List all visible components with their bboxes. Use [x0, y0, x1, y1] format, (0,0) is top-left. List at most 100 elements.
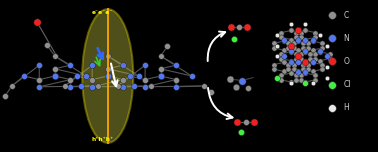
Point [67, 64, 73, 66]
Point [115, 85, 121, 87]
Point [236, 26, 242, 29]
Point [302, 60, 308, 63]
Point [329, 37, 335, 40]
Point [293, 74, 299, 76]
Point [312, 36, 318, 38]
Point [298, 53, 304, 55]
Point [173, 86, 179, 88]
Point [281, 40, 287, 42]
Point [288, 38, 294, 41]
Text: Cl: Cl [343, 80, 351, 89]
Point [329, 60, 335, 63]
Point [319, 47, 325, 49]
Point [324, 44, 330, 47]
Point [36, 78, 42, 81]
Point [164, 45, 170, 47]
Point [142, 86, 148, 88]
Point [285, 42, 291, 45]
Text: H: H [343, 103, 349, 112]
Point [319, 63, 325, 66]
Point [327, 57, 333, 60]
Point [300, 47, 306, 49]
Point [302, 38, 308, 41]
Point [305, 47, 311, 49]
Point [89, 78, 95, 81]
Point [288, 23, 294, 26]
Point [329, 106, 335, 109]
Point [105, 55, 111, 57]
Point [136, 75, 142, 77]
Point [36, 64, 42, 66]
Point [245, 87, 251, 89]
Point [281, 39, 287, 41]
Point [288, 29, 294, 32]
Point [158, 67, 164, 70]
Point [281, 55, 287, 57]
Point [274, 44, 280, 47]
Point [251, 121, 257, 124]
Point [238, 131, 244, 133]
Point [233, 85, 239, 88]
Point [95, 85, 101, 87]
Point [295, 60, 301, 63]
Text: h⁺h⁺h⁺: h⁺h⁺h⁺ [92, 137, 114, 142]
Point [208, 91, 214, 93]
Point [142, 78, 148, 81]
Point [300, 42, 306, 45]
Point [298, 74, 304, 76]
Point [189, 75, 195, 77]
Point [127, 75, 133, 77]
Point [302, 23, 308, 26]
Point [291, 47, 297, 49]
Point [310, 82, 316, 84]
Point [244, 26, 250, 29]
Point [317, 34, 323, 36]
Point [288, 81, 294, 83]
Point [44, 44, 50, 47]
Point [148, 85, 154, 87]
Point [89, 64, 95, 66]
Point [228, 26, 234, 29]
Point [78, 85, 84, 87]
Point [142, 64, 148, 66]
Point [9, 85, 15, 87]
Point [317, 50, 323, 53]
Point [231, 38, 237, 40]
Text: C: C [343, 11, 349, 20]
Point [234, 121, 240, 124]
Point [278, 53, 284, 55]
Point [271, 68, 277, 70]
Point [89, 86, 95, 88]
Point [158, 75, 164, 77]
Point [67, 78, 73, 81]
Point [291, 63, 297, 66]
Point [305, 42, 311, 45]
Point [295, 39, 301, 41]
Point [312, 57, 318, 60]
Point [307, 57, 313, 60]
Point [288, 60, 294, 62]
Point [310, 39, 316, 41]
Point [295, 55, 301, 57]
Point [291, 42, 297, 45]
Point [295, 70, 301, 73]
Point [271, 47, 277, 49]
Point [271, 63, 277, 66]
Point [288, 72, 294, 74]
Point [302, 72, 308, 74]
Point [52, 67, 58, 70]
Point [319, 42, 325, 45]
Point [302, 60, 308, 62]
Point [285, 47, 291, 49]
Point [302, 50, 308, 52]
Point [319, 68, 325, 70]
Point [305, 63, 311, 66]
Point [285, 63, 291, 66]
Point [288, 44, 294, 47]
Point [281, 70, 287, 73]
Point [227, 78, 233, 80]
Point [293, 57, 299, 60]
Point [310, 60, 316, 63]
Point [329, 14, 335, 16]
Point [158, 55, 164, 57]
